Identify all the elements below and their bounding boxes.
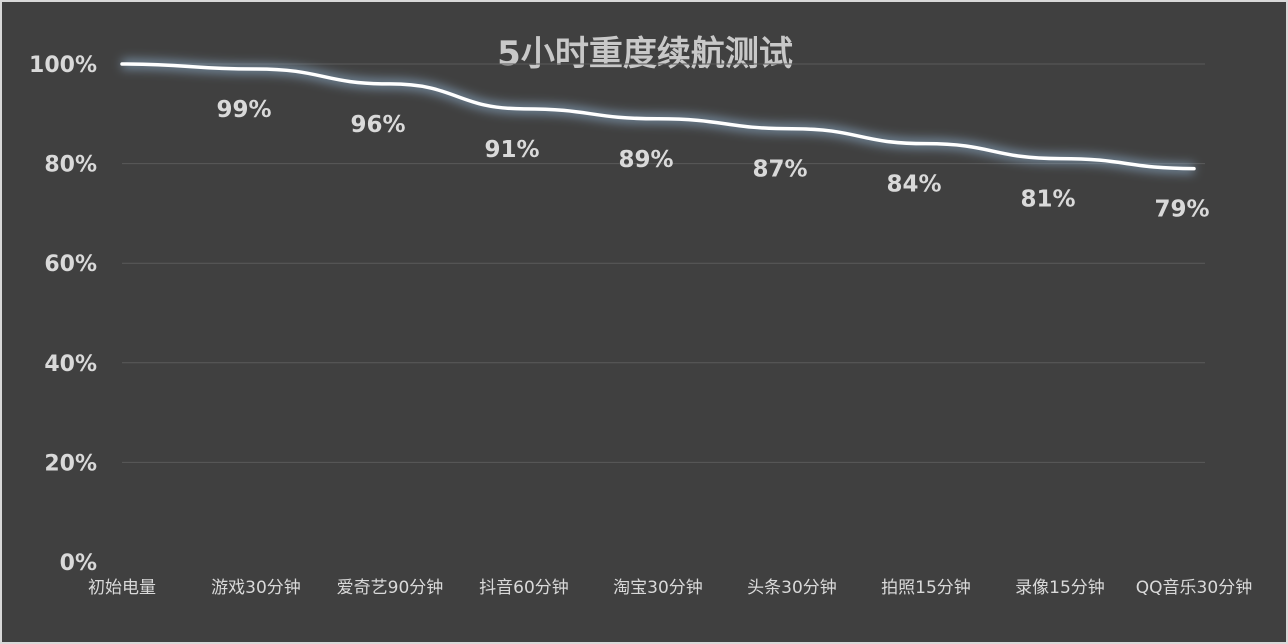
- data-label: 99%: [216, 97, 271, 123]
- data-label: 84%: [886, 172, 941, 198]
- x-axis: 初始电量 游戏30分钟 爱奇艺90分钟 抖音60分钟 淘宝30分钟 头条30分钟 拍照15分…: [88, 578, 1252, 598]
- data-label: 96%: [350, 112, 405, 138]
- x-tick-label: QQ音乐30分钟: [1136, 578, 1252, 598]
- y-tick-label: 20%: [44, 451, 97, 476]
- y-tick-label: 60%: [44, 252, 97, 277]
- data-labels: 99% 96% 91% 89% 87% 84% 81% 79%: [216, 97, 1209, 223]
- y-tick-label: 0%: [60, 551, 97, 576]
- x-tick-label: 游戏30分钟: [211, 578, 301, 598]
- gridlines: [122, 63, 1205, 463]
- series-line: [120, 62, 1196, 171]
- x-tick-label: 拍照15分钟: [881, 578, 971, 598]
- data-label: 91%: [484, 137, 539, 163]
- y-tick-label: 40%: [44, 352, 97, 377]
- series-line-group: [120, 59, 1196, 174]
- x-tick-label: 头条30分钟: [747, 578, 837, 598]
- data-label: 89%: [618, 147, 673, 173]
- y-tick-label: 80%: [44, 153, 97, 178]
- x-tick-label: 淘宝30分钟: [613, 578, 703, 598]
- x-tick-label: 录像15分钟: [1015, 578, 1105, 598]
- data-label: 79%: [1154, 197, 1209, 223]
- x-tick-label: 爱奇艺90分钟: [337, 578, 444, 598]
- data-label: 87%: [752, 157, 807, 183]
- x-tick-label: 抖音60分钟: [479, 578, 569, 598]
- data-label: 81%: [1020, 187, 1075, 213]
- x-tick-label: 初始电量: [88, 578, 156, 598]
- y-tick-label: 100%: [29, 53, 97, 78]
- chart-title: 5小时重度续航测试: [497, 34, 793, 74]
- y-axis: 0% 20% 40% 60% 80% 100%: [29, 53, 97, 576]
